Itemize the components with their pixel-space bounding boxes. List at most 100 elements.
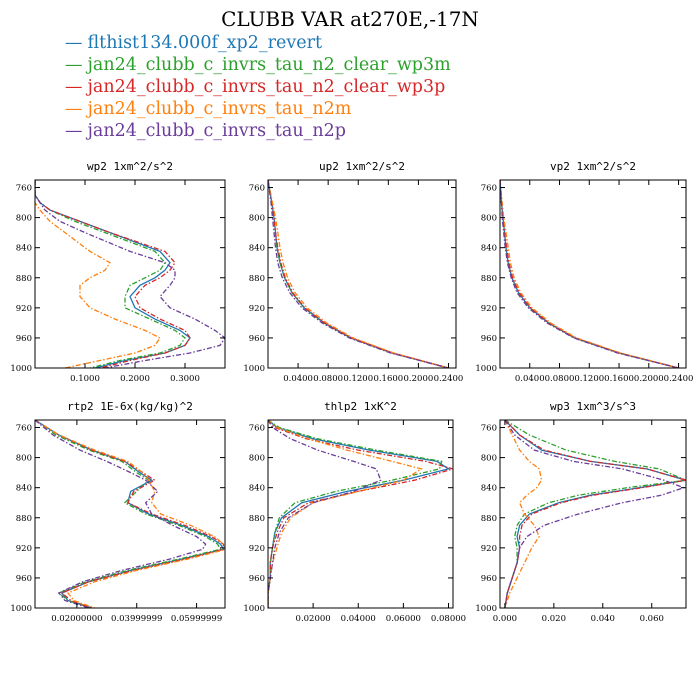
series-line	[268, 180, 449, 368]
y-tick-label: 760	[481, 184, 497, 194]
y-tick-label: 840	[481, 244, 497, 254]
y-tick-label: 840	[16, 484, 32, 494]
y-tick-label: 960	[249, 574, 265, 584]
x-tick-label: 0.1200	[343, 374, 373, 384]
x-tick-label: 0.1000	[70, 374, 100, 384]
y-tick-label: 880	[481, 274, 497, 284]
series-group	[35, 420, 225, 608]
series-line	[35, 420, 225, 608]
series-group	[504, 420, 686, 608]
x-tick-label: 0.040	[591, 614, 615, 624]
y-tick-label: 880	[249, 274, 265, 284]
x-tick-label: 0.0400	[283, 374, 313, 384]
x-tick-label: 0.3000	[170, 374, 200, 384]
x-tick-label: 0.05999999	[171, 614, 222, 624]
x-tick-label: 0.02000	[296, 614, 331, 624]
y-tick-label: 800	[16, 454, 32, 464]
series-line	[504, 420, 686, 608]
y-tick-label: 920	[249, 304, 265, 314]
y-tick-label: 960	[249, 334, 265, 344]
y-tick-label: 760	[249, 424, 265, 434]
plot-frame	[267, 179, 457, 369]
x-tick-label: 0.04000	[341, 614, 376, 624]
x-tick-label: 0.02000000	[51, 614, 102, 624]
y-tick-label: 840	[16, 244, 32, 254]
series-group	[268, 180, 449, 368]
chart-panel: wp2 1xm^2/s^2 760 800 840 880 920 960 1000 0.100…	[10, 160, 226, 384]
legend-line-marker: —	[65, 99, 83, 119]
series-line	[500, 180, 679, 368]
panel-title: rtp2 1E-6x(kg/kg)^2	[67, 400, 193, 413]
legend-line-marker: —	[65, 121, 83, 141]
chart-panel: wp3 1xm^3/s^3 760 800 840 880 920 960 10000.000…	[475, 400, 687, 624]
series-group	[35, 180, 225, 368]
series-line	[504, 420, 686, 608]
y-tick-label: 920	[16, 544, 32, 554]
plot-frame	[34, 419, 226, 609]
plot-frame	[267, 419, 454, 609]
series-line	[35, 180, 191, 368]
legend: — flthist134.000f_xp2_revert— jan24_clubb_…	[65, 33, 451, 141]
series-line	[35, 180, 161, 368]
y-tick-label: 800	[481, 454, 497, 464]
legend-label: flthist134.000f_xp2_revert	[88, 33, 323, 53]
series-line	[500, 180, 679, 368]
series-group	[500, 180, 679, 368]
panel-title: wp3 1xm^3/s^3	[550, 400, 636, 413]
panel-title: vp2 1xm^2/s^2	[550, 160, 636, 173]
x-tick-label: 0.1200	[574, 374, 604, 384]
x-tick-label: 0.2000	[404, 374, 434, 384]
y-tick-label: 1000	[10, 364, 32, 374]
legend-line-marker: —	[65, 55, 83, 75]
chart-panel: vp2 1xm^2/s^2 760 800 840 880 920 960 1000 0.040…	[475, 160, 693, 384]
series-line	[500, 180, 679, 368]
y-tick-label: 920	[249, 544, 265, 554]
x-tick-label: 0.2000	[634, 374, 664, 384]
y-tick-label: 880	[481, 514, 497, 524]
legend-label: jan24_clubb_c_invrs_tau_n2_clear_wp3p	[86, 77, 446, 97]
y-tick-label: 760	[16, 184, 32, 194]
y-tick-label: 1000	[243, 604, 265, 614]
chart-panel: rtp2 1E-6x(kg/kg)^2 760 800 840 880 920 960 100…	[10, 400, 226, 624]
x-tick-label: 0.2000	[120, 374, 150, 384]
legend-label: jan24_clubb_c_invrs_tau_n2p	[86, 121, 346, 141]
series-line	[500, 180, 679, 368]
series-line	[35, 420, 207, 608]
legend-label: jan24_clubb_c_invrs_tau_n2_clear_wp3m	[86, 55, 452, 75]
legend-line-marker: —	[65, 33, 83, 53]
x-tick-label: 0.060	[640, 614, 664, 624]
x-tick-label: 0.08000	[431, 614, 466, 624]
series-line	[35, 180, 186, 368]
series-line	[35, 180, 191, 368]
series-line	[268, 420, 382, 608]
y-tick-label: 840	[249, 244, 265, 254]
x-tick-label: 0.2400	[434, 374, 464, 384]
panel-title: wp2 1xm^2/s^2	[87, 160, 173, 173]
x-tick-label: 0.000	[493, 614, 517, 624]
x-tick-label: 0.0400	[515, 374, 545, 384]
plot-frame	[34, 179, 226, 369]
series-line	[504, 420, 543, 608]
series-line	[35, 420, 225, 608]
x-tick-label: 0.2400	[664, 374, 694, 384]
y-tick-label: 760	[481, 424, 497, 434]
y-tick-label: 960	[16, 334, 32, 344]
legend-entry: — jan24_clubb_c_invrs_tau_n2_clear_wp3p	[65, 77, 445, 97]
y-tick-label: 800	[481, 214, 497, 224]
y-tick-label: 920	[481, 304, 497, 314]
x-tick-label: 0.0800	[545, 374, 575, 384]
legend-entry: — jan24_clubb_c_invrs_tau_n2m	[65, 99, 352, 119]
legend-entry: — jan24_clubb_c_invrs_tau_n2_clear_wp3m	[65, 55, 451, 75]
x-tick-label: 0.1600	[604, 374, 634, 384]
series-line	[268, 180, 449, 368]
panels: wp2 1xm^2/s^2 760 800 840 880 920 960 1000 0.100…	[10, 160, 693, 624]
y-tick-label: 1000	[10, 604, 32, 614]
figure-title: CLUBB VAR at270E,-17N	[221, 7, 479, 31]
y-tick-label: 1000	[475, 604, 497, 614]
plot-frame	[499, 419, 687, 609]
y-tick-label: 880	[16, 274, 32, 284]
series-line	[35, 420, 225, 608]
series-line	[268, 420, 424, 608]
plot-frame	[499, 179, 687, 369]
